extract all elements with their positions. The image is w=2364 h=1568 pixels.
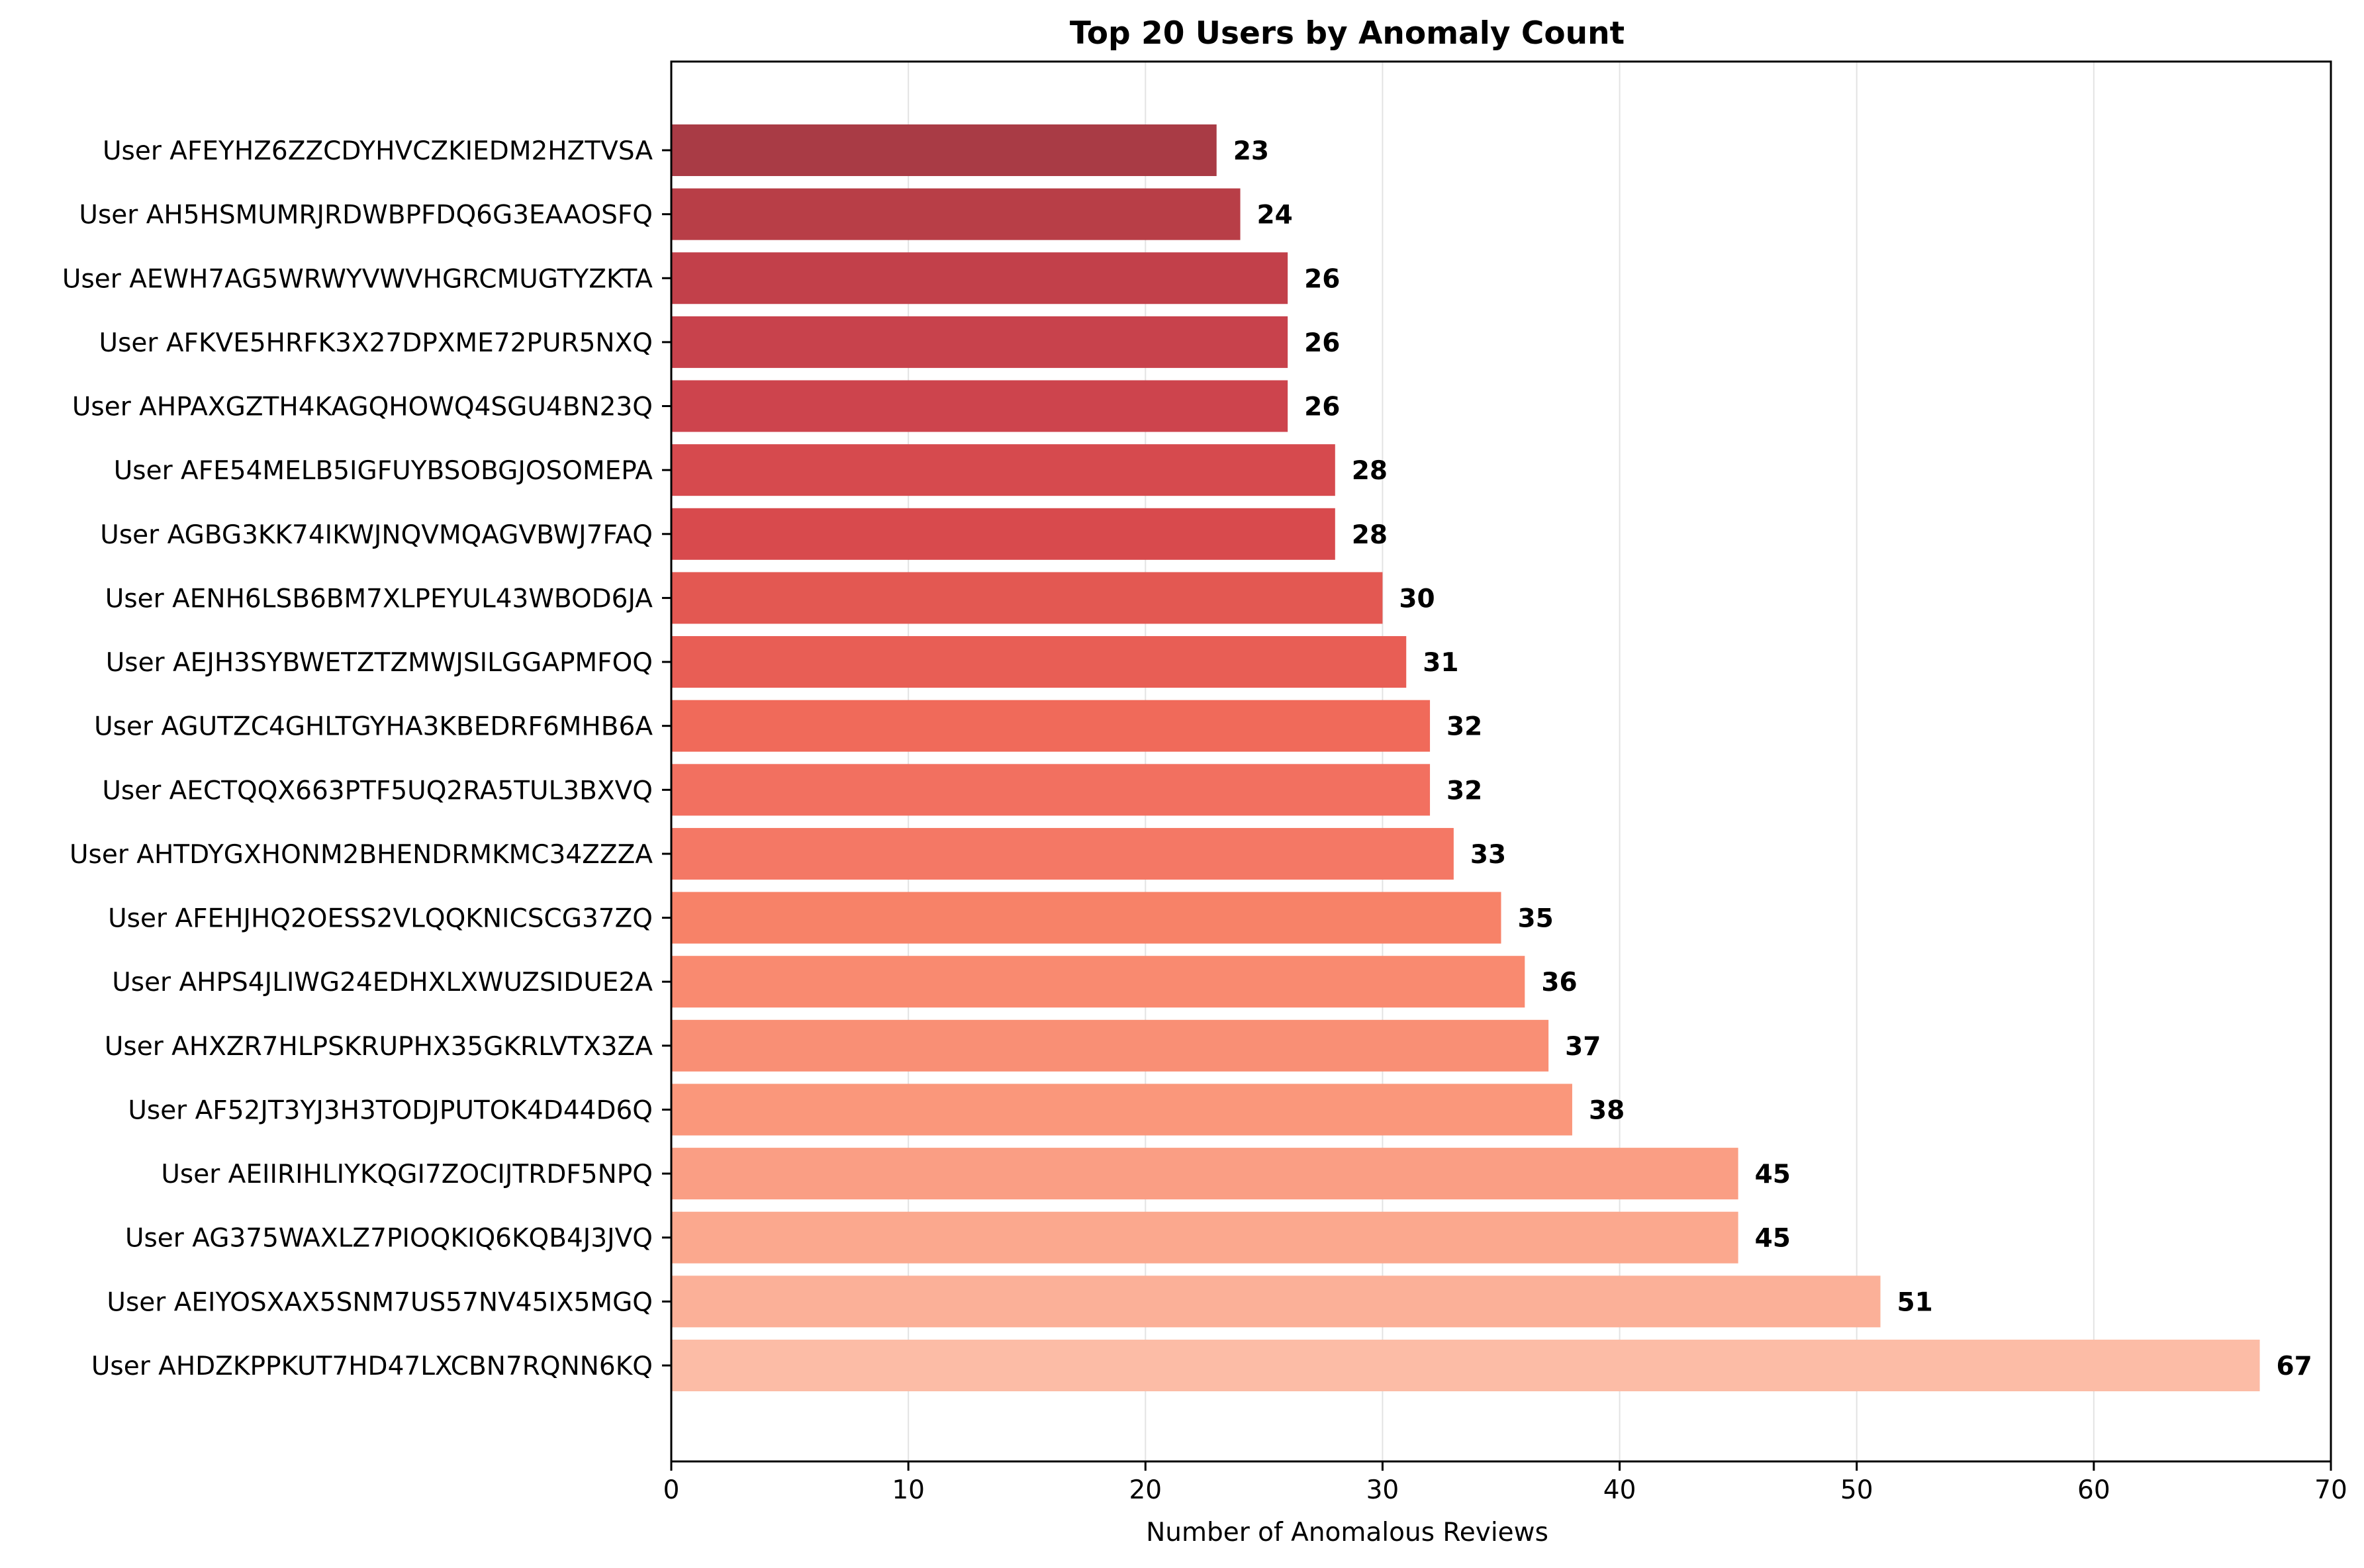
x-axis-label: Number of Anomalous Reviews [1146, 1518, 1548, 1547]
bar [671, 827, 1454, 880]
y-tick-label: User AECTQQX663PTF5UQ2RA5TUL3BXVQ [102, 776, 653, 806]
bar [671, 892, 1501, 944]
bar [671, 956, 1525, 1008]
bar-value-label: 33 [1470, 840, 1506, 870]
bar [671, 764, 1431, 816]
bar-value-label: 28 [1352, 456, 1388, 486]
x-tick-label: 70 [2314, 1475, 2347, 1505]
y-tick-label: User AENH6LSB6BM7XLPEYUL43WBOD6JA [105, 584, 653, 614]
bar-value-label: 31 [1423, 648, 1458, 678]
bar-value-label: 51 [1897, 1287, 1933, 1317]
bar [671, 636, 1407, 688]
bar-value-label: 38 [1589, 1095, 1625, 1125]
bar-value-label: 24 [1257, 201, 1293, 230]
y-tick-label: User AFEHJHQ2OESS2VLQQKNICSCG37ZQ [108, 904, 653, 934]
bar [671, 1084, 1572, 1136]
bar-value-label: 26 [1304, 264, 1340, 294]
bar-value-label: 26 [1304, 392, 1340, 422]
bar-value-label: 28 [1352, 520, 1388, 550]
y-tick-label: User AEIIRIHLIYKQGI7ZOCIJTRDF5NPQ [161, 1160, 653, 1189]
y-tick-label: User AFE54MELB5IGFUYBSOBGJOSOMEPA [114, 456, 653, 486]
bar [671, 1019, 1549, 1072]
bar-value-label: 37 [1565, 1032, 1601, 1062]
x-tick-label: 40 [1603, 1475, 1636, 1505]
x-tick-label: 50 [1840, 1475, 1873, 1505]
bar [671, 380, 1288, 432]
chart-title: Top 20 Users by Anomaly Count [1070, 15, 1625, 52]
bar [671, 508, 1335, 560]
x-tick-label: 30 [1366, 1475, 1399, 1505]
y-tick-label: User AEIYOSXAX5SNM7US57NV45IX5MGQ [107, 1287, 653, 1317]
y-tick-label: User AHXZR7HLPSKRUPHX35GKRLVTX3ZA [105, 1032, 653, 1062]
bar [671, 1211, 1738, 1264]
x-tick-label: 0 [663, 1475, 680, 1505]
data-labels: 23 24 26 26 26 28 28 30 31 32 32 33 35 36 37 38 45 45 51 67 [1233, 136, 2312, 1381]
y-tick-label: User AG375WAXLZ7PIOQKIQ6KQB4J3JVQ [125, 1224, 653, 1254]
bar [671, 252, 1288, 304]
bar [671, 444, 1335, 496]
y-tick-label: User AEWH7AG5WRWYVWVHGRCMUGTYZKTA [62, 264, 653, 294]
y-tick-label: User AHTDYGXHONM2BHENDRMKMC34ZZZA [70, 840, 653, 870]
bar-value-label: 45 [1755, 1160, 1791, 1189]
bar [671, 572, 1383, 624]
bar-value-label: 26 [1304, 328, 1340, 358]
y-tick-label: User AHPS4JLIWG24EDHXLXWUZSIDUE2A [112, 968, 653, 997]
y-tick-label: User AEJH3SYBWETZTZMWJSILGGAPMFOQ [106, 648, 653, 678]
bar [671, 188, 1241, 240]
bar [671, 1340, 2260, 1391]
bar [671, 316, 1288, 368]
bar-value-label: 32 [1446, 776, 1482, 806]
x-tick-label: 10 [892, 1475, 925, 1505]
bar-value-label: 30 [1399, 584, 1435, 614]
bar [671, 700, 1431, 752]
bar [671, 1275, 1881, 1328]
bar-value-label: 45 [1755, 1224, 1791, 1254]
plot-frame [670, 60, 2332, 1463]
bar-value-label: 23 [1233, 136, 1269, 166]
bar [671, 124, 1217, 176]
x-tick-label: 60 [2077, 1475, 2110, 1505]
y-tick-label: User AH5HSMUMRJRDWBPFDQ6G3EAAOSFQ [79, 201, 653, 230]
bar-value-label: 67 [2277, 1352, 2312, 1381]
y-tick-label: User AFKVE5HRFK3X27DPXME72PUR5NXQ [99, 328, 653, 358]
x-tick-label: 20 [1129, 1475, 1162, 1505]
bar-value-label: 36 [1541, 968, 1577, 997]
y-tick-label: User AGUTZC4GHLTGYHA3KBEDRF6MHB6A [94, 712, 653, 742]
bar-value-label: 35 [1518, 904, 1554, 934]
bar-value-label: 32 [1446, 712, 1482, 742]
x-axis-ticks: 0 10 20 30 40 50 60 70 [663, 1461, 2347, 1505]
y-tick-label: User AGBG3KK74IKWJNQVMQAGVBWJ7FAQ [100, 520, 653, 550]
bar [671, 1148, 1738, 1200]
y-tick-label: User AHDZKPPKUT7HD47LXCBN7RQNN6KQ [91, 1352, 653, 1381]
bars [671, 124, 2260, 1391]
y-tick-label: User AHPAXGZTH4KAGQHOWQ4SGU4BN23Q [72, 392, 653, 422]
y-tick-label: User AF52JT3YJ3H3TODJPUTOK4D44D6Q [128, 1095, 653, 1125]
y-axis-ticks: User AFEYHZ6ZZCDYHVCZKIEDM2HZTVSA User AH… [62, 136, 671, 1381]
y-tick-label: User AFEYHZ6ZZCDYHVCZKIEDM2HZTVSA [103, 136, 653, 166]
